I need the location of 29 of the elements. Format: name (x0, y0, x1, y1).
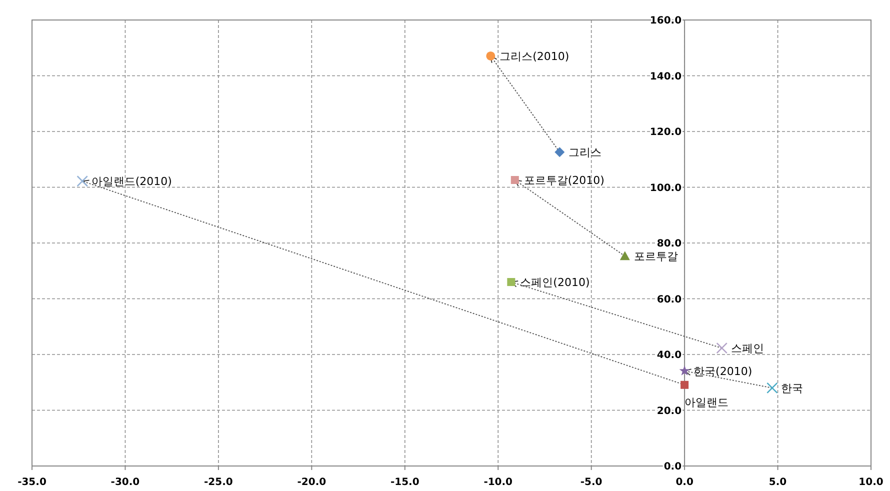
y-tick-label: 80.0 (656, 238, 682, 250)
x-tick-label: -20.0 (297, 477, 326, 488)
y-tick-label: 20.0 (656, 406, 682, 417)
x-tick-label: -15.0 (390, 477, 420, 488)
y-tick-label: 160.0 (650, 16, 682, 26)
x-tick-label: -25.0 (204, 477, 233, 488)
series-label: 그리스 (568, 146, 602, 160)
x-tick-label: -10.0 (484, 477, 513, 488)
y-tick-label: 120.0 (650, 127, 682, 138)
series-label: 아일랜드(2010) (91, 175, 172, 188)
series-label: 포르투갈 (634, 250, 678, 264)
series-label: 한국(2010) (694, 364, 752, 378)
series-label: 아일랜드 (684, 396, 729, 409)
series-label: 스페인(2010) (520, 276, 590, 290)
series-label: 한국 (781, 382, 804, 395)
x-tick-label: 10.0 (858, 477, 884, 488)
y-tick-label: 100.0 (650, 182, 682, 194)
series-label: 포르투갈(2010) (524, 174, 604, 188)
y-tick-label: 40.0 (656, 350, 682, 361)
y-tick-label: 0.0 (664, 462, 682, 472)
y-tick-label: 140.0 (650, 71, 682, 82)
series-label: 스페인 (730, 342, 764, 356)
x-tick-label: 5.0 (768, 477, 787, 488)
x-tick-label: -5.0 (580, 477, 602, 488)
y-tick-label: 60.0 (656, 294, 682, 306)
x-tick-label: -35.0 (18, 477, 46, 488)
x-tick-label: 0.0 (676, 477, 694, 488)
series-label: 그리스(2010) (500, 50, 570, 63)
x-tick-label: -30.0 (110, 477, 140, 488)
